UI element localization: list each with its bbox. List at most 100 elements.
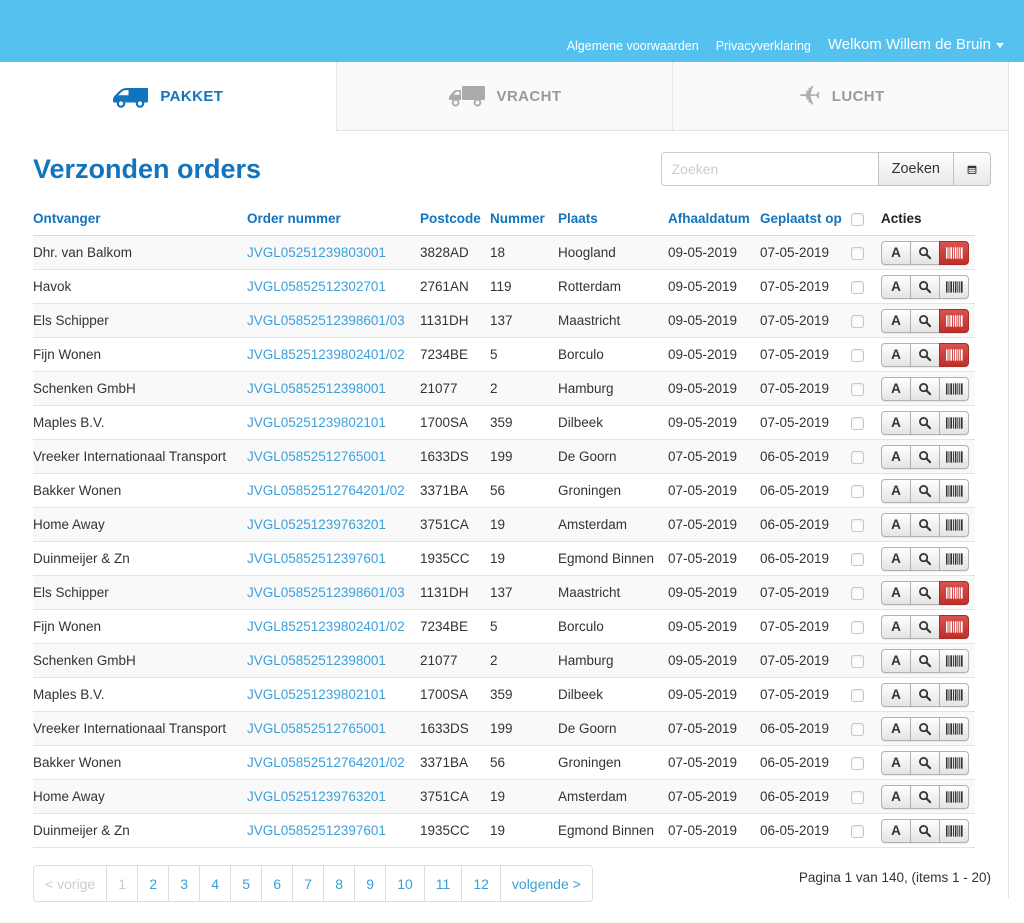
row-checkbox[interactable] bbox=[851, 586, 864, 600]
header-nummer[interactable]: Nummer bbox=[490, 211, 545, 226]
search-input[interactable] bbox=[660, 152, 879, 186]
header-ontvanger[interactable]: Ontvanger bbox=[33, 211, 101, 226]
barcode-button[interactable] bbox=[939, 342, 969, 367]
order-number-link[interactable]: JVGL05852512764201/02 bbox=[247, 483, 405, 498]
row-checkbox[interactable] bbox=[851, 450, 864, 464]
tab-lucht[interactable]: ✈ LUCHT bbox=[672, 62, 1010, 131]
barcode-button[interactable] bbox=[939, 546, 969, 571]
row-checkbox[interactable] bbox=[851, 518, 864, 532]
page-button-9[interactable]: 9 bbox=[354, 866, 386, 901]
prev-page-button[interactable]: < vorige bbox=[34, 866, 107, 901]
address-label-button[interactable]: A bbox=[881, 274, 911, 299]
tab-vracht[interactable]: VRACHT bbox=[335, 62, 673, 131]
row-checkbox[interactable] bbox=[851, 484, 864, 498]
page-button-11[interactable]: 11 bbox=[423, 866, 462, 901]
order-number-link[interactable]: JVGL05251239763201 bbox=[247, 789, 386, 804]
barcode-button[interactable] bbox=[939, 308, 969, 333]
order-number-link[interactable]: JVGL05251239802101 bbox=[247, 415, 386, 430]
row-checkbox[interactable] bbox=[851, 654, 864, 668]
barcode-button[interactable] bbox=[939, 240, 969, 265]
address-label-button[interactable]: A bbox=[881, 410, 911, 435]
barcode-button[interactable] bbox=[939, 682, 969, 707]
row-checkbox[interactable] bbox=[851, 756, 864, 770]
view-details-button[interactable] bbox=[910, 750, 940, 775]
barcode-button[interactable] bbox=[939, 648, 969, 673]
address-label-button[interactable]: A bbox=[881, 376, 911, 401]
view-details-button[interactable] bbox=[910, 376, 940, 401]
barcode-button[interactable] bbox=[939, 274, 969, 299]
view-details-button[interactable] bbox=[910, 478, 940, 503]
address-label-button[interactable]: A bbox=[881, 342, 911, 367]
address-label-button[interactable]: A bbox=[881, 614, 911, 639]
view-details-button[interactable] bbox=[910, 240, 940, 265]
user-menu[interactable]: Welkom Willem de Bruin bbox=[828, 36, 1004, 53]
header-postcode[interactable]: Postcode bbox=[420, 211, 481, 226]
row-checkbox[interactable] bbox=[851, 314, 864, 328]
view-details-button[interactable] bbox=[910, 274, 940, 299]
address-label-button[interactable]: A bbox=[881, 682, 911, 707]
barcode-button[interactable] bbox=[939, 444, 969, 469]
view-details-button[interactable] bbox=[910, 546, 940, 571]
order-number-link[interactable]: JVGL05852512398001 bbox=[247, 653, 386, 668]
address-label-button[interactable]: A bbox=[881, 750, 911, 775]
row-checkbox[interactable] bbox=[851, 382, 864, 396]
order-number-link[interactable]: JVGL05852512765001 bbox=[247, 449, 386, 464]
barcode-button[interactable] bbox=[939, 376, 969, 401]
address-label-button[interactable]: A bbox=[881, 580, 911, 605]
address-label-button[interactable]: A bbox=[881, 512, 911, 537]
order-number-link[interactable]: JVGL85251239802401/02 bbox=[247, 347, 405, 362]
terms-link[interactable]: Algemene voorwaarden bbox=[566, 39, 699, 53]
view-details-button[interactable] bbox=[910, 308, 940, 333]
row-checkbox[interactable] bbox=[851, 246, 864, 260]
header-afhaaldatum[interactable]: Afhaaldatum bbox=[668, 211, 750, 226]
barcode-button[interactable] bbox=[939, 750, 969, 775]
page-button-2[interactable]: 2 bbox=[137, 866, 169, 901]
order-number-link[interactable]: JVGL05852512765001 bbox=[247, 721, 386, 736]
page-button-1[interactable]: 1 bbox=[106, 866, 138, 901]
search-button[interactable]: Zoeken bbox=[877, 152, 954, 186]
view-details-button[interactable] bbox=[910, 716, 940, 741]
barcode-button[interactable] bbox=[939, 410, 969, 435]
view-details-button[interactable] bbox=[910, 682, 940, 707]
row-checkbox[interactable] bbox=[851, 552, 864, 566]
order-number-link[interactable]: JVGL05852512398601/03 bbox=[247, 585, 405, 600]
view-details-button[interactable] bbox=[910, 444, 940, 469]
address-label-button[interactable]: A bbox=[881, 818, 911, 843]
tab-pakket[interactable]: PAKKET bbox=[0, 62, 336, 131]
order-number-link[interactable]: JVGL05251239802101 bbox=[247, 687, 386, 702]
view-details-button[interactable] bbox=[910, 784, 940, 809]
view-details-button[interactable] bbox=[910, 410, 940, 435]
row-checkbox[interactable] bbox=[851, 348, 864, 362]
page-button-3[interactable]: 3 bbox=[168, 866, 200, 901]
page-button-8[interactable]: 8 bbox=[323, 866, 355, 901]
order-number-link[interactable]: JVGL05251239763201 bbox=[247, 517, 386, 532]
address-label-button[interactable]: A bbox=[881, 240, 911, 265]
address-label-button[interactable]: A bbox=[881, 546, 911, 571]
order-number-link[interactable]: JVGL85251239802401/02 bbox=[247, 619, 405, 634]
header-plaats[interactable]: Plaats bbox=[558, 211, 598, 226]
barcode-button[interactable] bbox=[939, 580, 969, 605]
barcode-button[interactable] bbox=[939, 512, 969, 537]
order-number-link[interactable]: JVGL05852512302701 bbox=[247, 279, 386, 294]
address-label-button[interactable]: A bbox=[881, 784, 911, 809]
barcode-button[interactable] bbox=[939, 818, 969, 843]
page-button-5[interactable]: 5 bbox=[230, 866, 262, 901]
barcode-button[interactable] bbox=[939, 784, 969, 809]
row-checkbox[interactable] bbox=[851, 620, 864, 634]
row-checkbox[interactable] bbox=[851, 790, 864, 804]
page-button-7[interactable]: 7 bbox=[292, 866, 324, 901]
page-button-6[interactable]: 6 bbox=[261, 866, 293, 901]
barcode-button[interactable] bbox=[939, 716, 969, 741]
order-number-link[interactable]: JVGL05852512764201/02 bbox=[247, 755, 405, 770]
page-button-4[interactable]: 4 bbox=[199, 866, 231, 901]
address-label-button[interactable]: A bbox=[881, 648, 911, 673]
view-details-button[interactable] bbox=[910, 342, 940, 367]
header-order-nummer[interactable]: Order nummer bbox=[247, 211, 341, 226]
row-checkbox[interactable] bbox=[851, 688, 864, 702]
row-checkbox[interactable] bbox=[851, 416, 864, 430]
address-label-button[interactable]: A bbox=[881, 716, 911, 741]
order-number-link[interactable]: JVGL05852512398001 bbox=[247, 381, 386, 396]
address-label-button[interactable]: A bbox=[881, 308, 911, 333]
header-geplaatst-op[interactable]: Geplaatst op bbox=[760, 211, 842, 226]
order-number-link[interactable]: JVGL05852512398601/03 bbox=[247, 313, 405, 328]
